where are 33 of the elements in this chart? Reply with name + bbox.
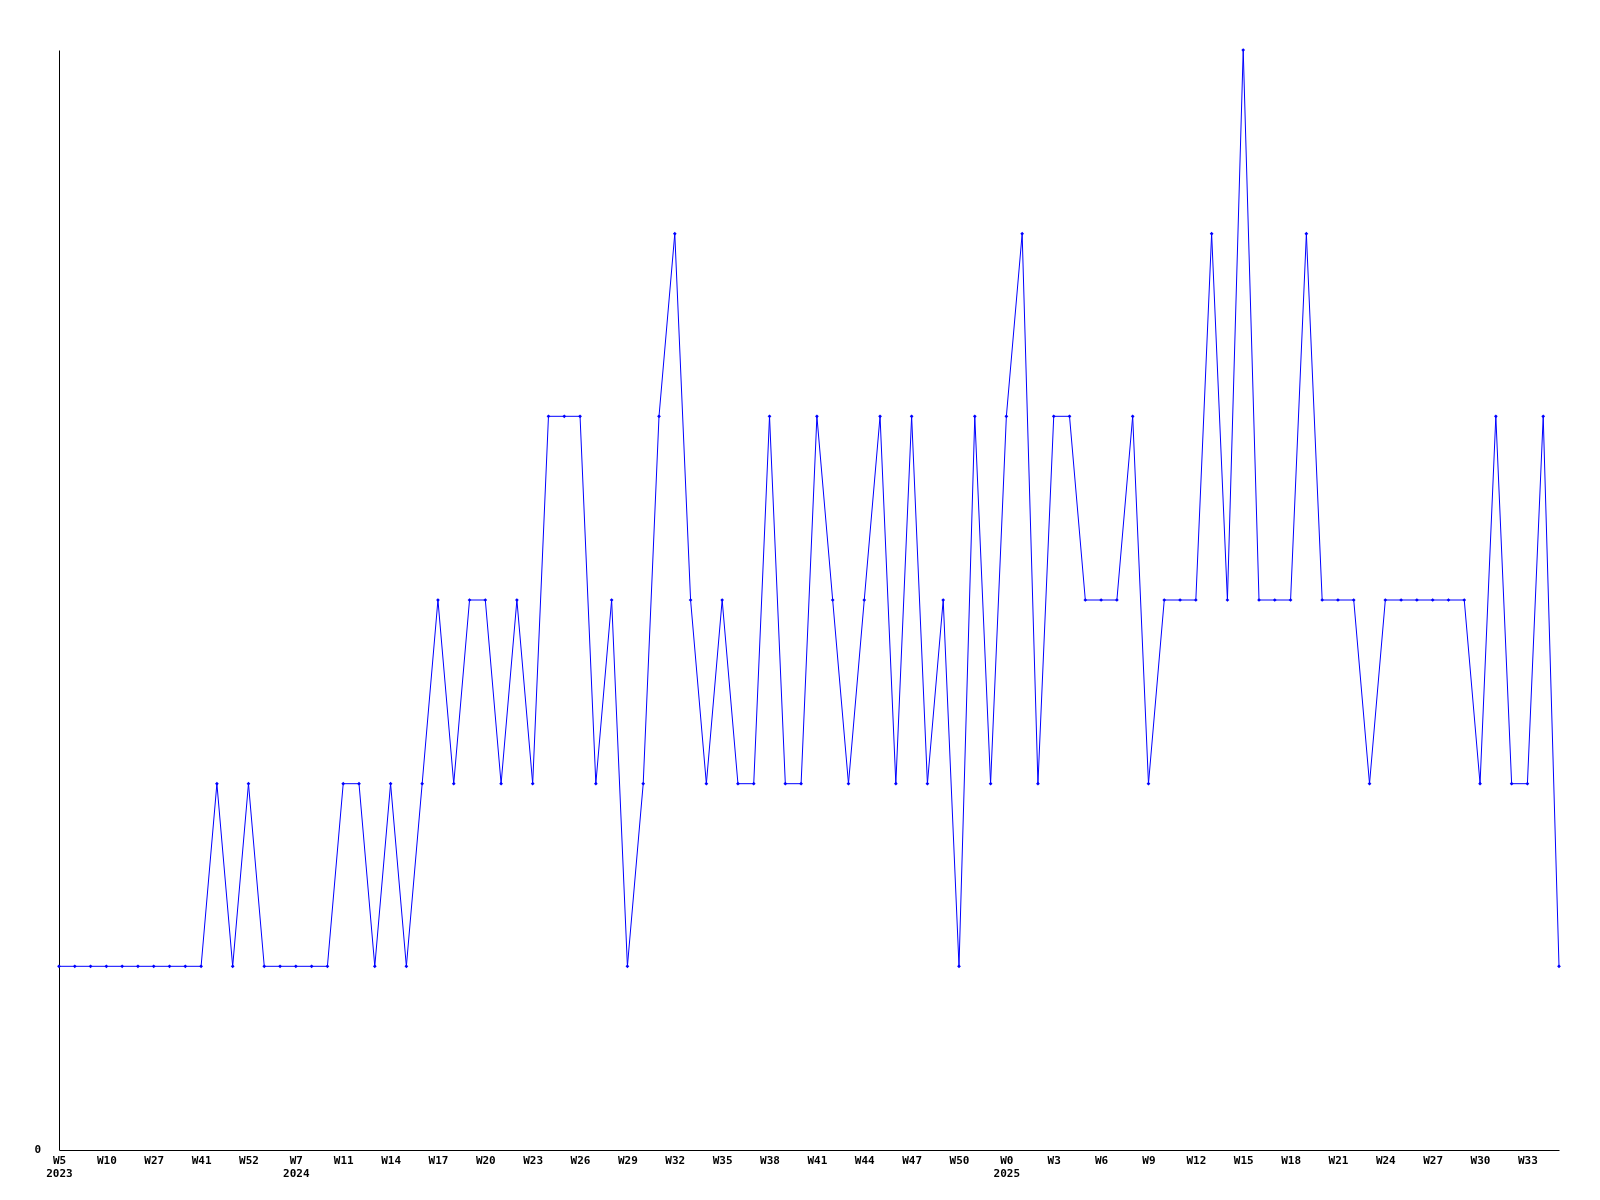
x-tick-label: W29 [617,1153,638,1167]
x-tick-label: W47 [902,1153,923,1167]
x-tick-label: W7 2024 [283,1153,310,1180]
x-tick-label: W32 [665,1153,686,1167]
x-tick-label: W18 [1281,1153,1302,1167]
x-tick-label: W9 [1142,1153,1156,1167]
x-tick-label: W15 [1233,1153,1254,1167]
x-tick-label: W14 [381,1153,402,1167]
text: 0 [34,1143,41,1156]
x-tick-label: W20 [475,1153,496,1167]
x-tick-label: W30 [1470,1153,1491,1167]
x-tick-label: W35 [712,1153,733,1167]
x-tick-label: W23 [523,1153,544,1167]
x-tick-label: W5 2023 [46,1153,73,1180]
x-tick-label: W41 [191,1153,212,1167]
x-tick-label: W0 2025 [993,1153,1021,1180]
x-tick-label: W10 [96,1153,117,1167]
x-tick-label: W44 [854,1153,876,1167]
x-tick-label: W50 [949,1153,970,1167]
x-tick-label: W41 [807,1153,828,1167]
x-tick-label: W12 [1186,1153,1207,1167]
x-tick-label: W38 [760,1153,780,1167]
x-tick-label: W6 [1094,1153,1109,1167]
x-tick-label: W24 [1375,1153,1397,1167]
x-tick-label: W11 [333,1153,355,1167]
x-tick-label: W3 [1047,1153,1061,1167]
x-tick-label: W27 [144,1153,165,1167]
x-tick-label: W33 [1517,1153,1538,1167]
x-tick-label: W52 [239,1153,259,1167]
x-tick-label: W27 [1423,1153,1444,1167]
x-tick-label: W17 [428,1153,449,1167]
x-tick-label: W26 [570,1153,591,1167]
x-tick-label: W21 [1328,1153,1349,1167]
